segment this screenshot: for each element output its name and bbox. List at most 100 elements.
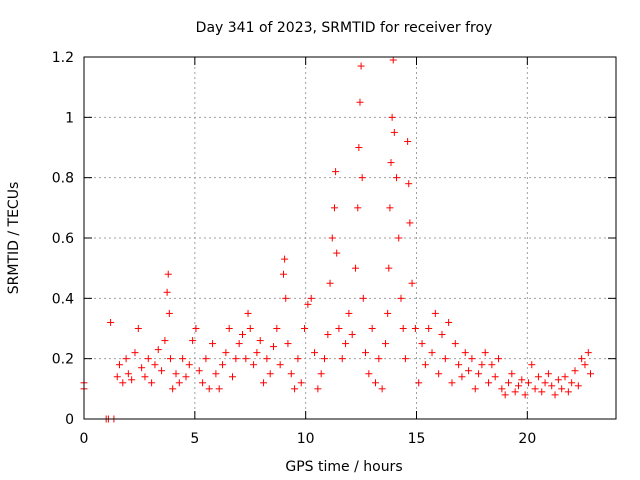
data-point (301, 325, 309, 332)
data-point (124, 370, 132, 378)
data-point (205, 385, 213, 393)
y-tick-label: 0.8 (52, 171, 74, 187)
data-point (408, 279, 416, 287)
data-point (144, 355, 152, 363)
data-point (158, 367, 166, 375)
data-point (501, 391, 509, 399)
data-point (138, 364, 146, 372)
data-point (564, 388, 572, 396)
data-point (458, 373, 466, 381)
data-point (435, 370, 443, 378)
data-point (418, 340, 426, 348)
data-points (80, 56, 595, 423)
data-point (164, 270, 172, 278)
x-tick-label: 5 (190, 431, 199, 447)
data-point (528, 361, 536, 369)
data-point (541, 379, 549, 387)
data-point (431, 309, 439, 317)
data-point (115, 361, 123, 369)
data-point (281, 255, 289, 263)
data-point (246, 325, 254, 332)
data-point (478, 361, 486, 369)
data-point (468, 355, 476, 363)
data-point (314, 385, 322, 393)
x-tick-labels: 0 5 10 15 20 (80, 431, 537, 447)
data-point (161, 337, 169, 345)
data-point (119, 379, 127, 387)
data-point (561, 373, 569, 381)
data-point (345, 309, 353, 317)
data-point (195, 367, 203, 375)
data-point (455, 361, 463, 369)
data-point (445, 318, 453, 326)
data-point (250, 361, 258, 369)
data-point (521, 391, 529, 399)
y-tick-label: 1 (65, 110, 74, 126)
data-point (165, 309, 173, 317)
data-point (421, 361, 429, 369)
data-point (405, 180, 413, 188)
data-point (189, 337, 197, 345)
data-point (122, 355, 130, 363)
x-tick-label: 10 (297, 431, 315, 447)
data-point (330, 204, 338, 212)
x-tick-label: 20 (518, 431, 536, 447)
data-point (491, 373, 499, 381)
data-point (568, 379, 576, 387)
data-point (244, 309, 252, 317)
data-point (488, 361, 496, 369)
data-point (297, 379, 305, 387)
data-point (169, 385, 177, 393)
data-point (581, 361, 589, 369)
data-point (415, 379, 423, 387)
data-point (578, 355, 586, 363)
data-point (495, 355, 503, 363)
data-point (362, 349, 370, 357)
data-point (287, 370, 295, 378)
data-point (311, 349, 319, 357)
data-point (338, 355, 346, 363)
data-point (107, 318, 115, 326)
data-point (481, 349, 489, 357)
data-point (163, 288, 171, 296)
data-point (368, 325, 376, 332)
data-point (441, 355, 449, 363)
data-point (212, 370, 220, 378)
data-point (399, 325, 407, 332)
data-point (425, 325, 433, 332)
data-point (332, 168, 340, 176)
y-axis-title: SRMTID / TECUs (6, 182, 22, 295)
data-point (151, 361, 159, 369)
data-point (291, 385, 299, 393)
y-tick-label: 0.4 (52, 291, 74, 307)
data-point (386, 204, 394, 212)
data-point (179, 355, 187, 363)
data-point (544, 370, 552, 378)
chart-title: Day 341 of 2023, SRMTID for receiver fro… (196, 20, 493, 36)
data-point (534, 373, 542, 381)
data-point (587, 370, 595, 378)
data-point (342, 340, 350, 348)
data-point (551, 391, 559, 399)
data-point (128, 376, 136, 384)
data-point (141, 373, 149, 381)
data-point (113, 373, 121, 381)
data-point (256, 337, 264, 345)
data-point (411, 325, 419, 332)
data-point (401, 355, 409, 363)
data-point (554, 376, 562, 384)
data-point (461, 349, 469, 357)
data-point (253, 349, 261, 357)
data-point (558, 385, 566, 393)
data-point (235, 340, 243, 348)
data-point (225, 325, 233, 332)
tick-marks (83, 56, 616, 420)
data-point (406, 219, 414, 227)
data-point (357, 62, 365, 70)
data-point (388, 113, 396, 121)
data-point (375, 355, 383, 363)
data-point (148, 379, 156, 387)
data-point (508, 370, 516, 378)
data-point (266, 370, 274, 378)
data-point (384, 309, 392, 317)
